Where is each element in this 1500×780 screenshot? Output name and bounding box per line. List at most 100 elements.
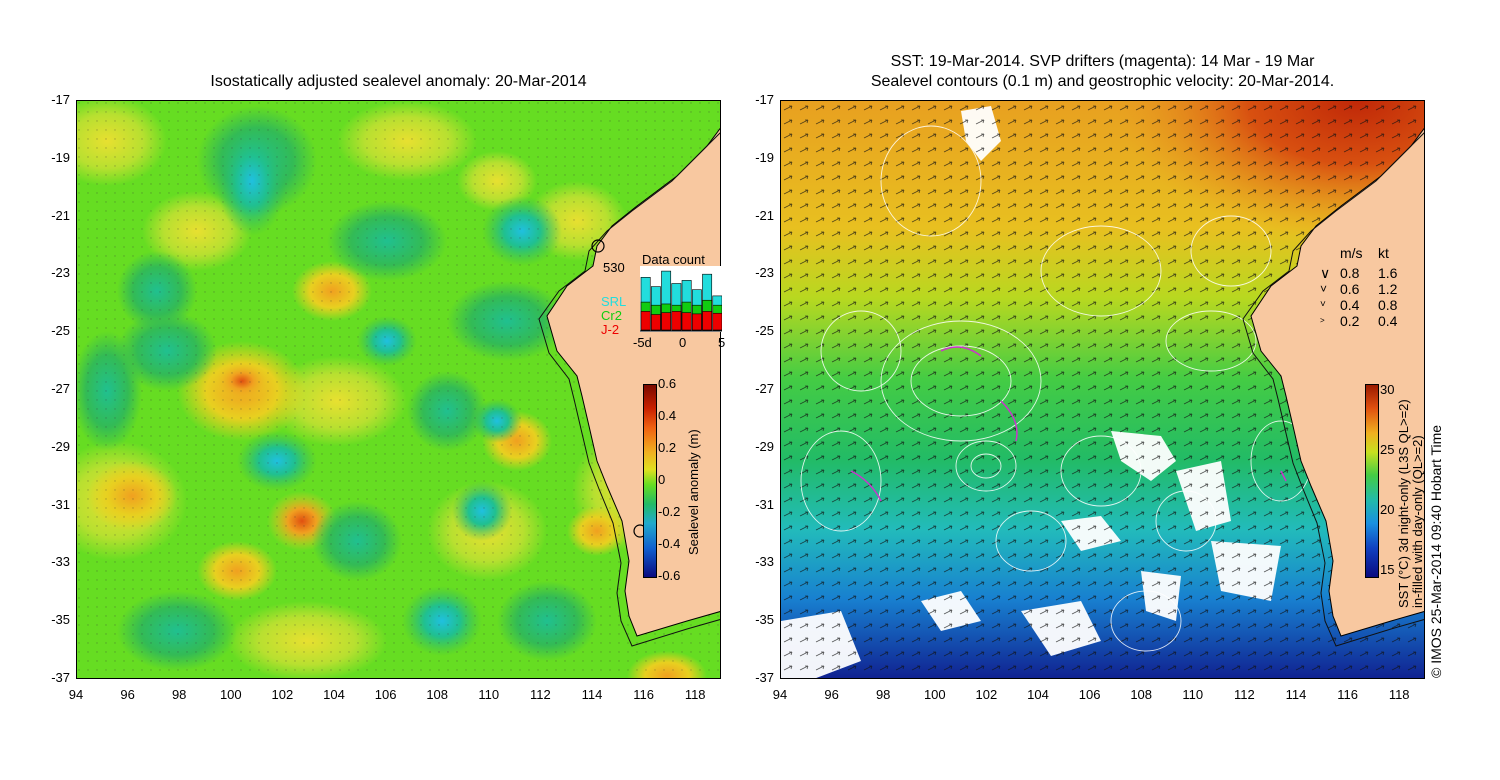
y-tick-label: -29	[755, 438, 774, 454]
y-tick-label: -37	[755, 670, 774, 685]
colorbar-tick: -0.6	[658, 568, 681, 583]
sealevel-anomaly-map	[76, 100, 721, 679]
y-tick-label: -27	[51, 381, 70, 396]
colorbar-tick: 0.6	[658, 376, 677, 391]
colorbar-tick: 30	[1380, 382, 1395, 397]
x-tick-label: 118	[684, 687, 706, 702]
colorbar-tick: 0	[658, 472, 666, 487]
speed-kt-value: 1.2	[1378, 281, 1398, 297]
data-count-bar-j2	[640, 311, 651, 331]
y-tick-label: -29	[51, 438, 70, 454]
data-count-x-tick: -5d	[633, 335, 652, 350]
x-tick-label: 112	[1234, 687, 1255, 702]
y-tick-label: -19	[755, 149, 774, 165]
x-tick-label: 110	[1182, 687, 1204, 702]
sst-field	[781, 101, 1424, 678]
y-tick-label: -25	[51, 323, 70, 339]
speed-arrow-icon: ˃	[1320, 316, 1325, 325]
data-count-max: 530	[603, 260, 625, 275]
data-count-bar-j2	[712, 312, 723, 331]
x-tick-label: 94	[772, 687, 788, 702]
x-tick-label: 108	[426, 687, 449, 702]
y-tick-label: -31	[755, 496, 774, 512]
y-tick-label: -33	[755, 554, 774, 570]
colorbar-tick: -0.2	[658, 504, 681, 519]
australia-land-sst	[1250, 127, 1424, 637]
data-count-title: Data count	[642, 252, 705, 267]
x-tick-label: 114	[581, 687, 603, 702]
colorbar-tick: -0.4	[658, 536, 681, 551]
colorbar-tick: 15	[1380, 562, 1395, 577]
y-tick-label: -31	[51, 496, 70, 512]
speed-kt-value: 0.8	[1378, 297, 1398, 313]
x-tick-label: 96	[120, 687, 135, 702]
colorbar-tick: 0.2	[658, 440, 677, 455]
colorbar-tick: 25	[1380, 442, 1395, 457]
x-tick-label: 114	[1285, 687, 1307, 702]
y-tick-label: -23	[51, 265, 70, 281]
data-count-legend-item: SRL	[601, 294, 627, 309]
x-tick-label: 104	[323, 687, 345, 702]
data-count-x-tick: 5	[718, 335, 726, 350]
x-tick-label: 106	[1078, 687, 1101, 702]
x-tick-label: 116	[633, 687, 654, 702]
speed-ms-value: 0.4	[1340, 297, 1360, 313]
right-panel-title-line1: SST: 19-Mar-2014. SVP drifters (magenta)…	[890, 53, 1315, 70]
y-tick-label: -27	[755, 381, 774, 396]
speed-legend-header-ms: m/s	[1340, 245, 1363, 261]
y-tick-label: -19	[51, 149, 70, 165]
sealevel-colorbar	[643, 384, 657, 578]
x-tick-label: 102	[975, 687, 998, 702]
speed-ms-value: 0.2	[1340, 313, 1360, 329]
speed-ms-value: 0.6	[1340, 281, 1360, 297]
sst-colorbar	[1365, 384, 1379, 578]
x-tick-label: 116	[1337, 687, 1358, 702]
data-count-bar-j2	[681, 312, 692, 331]
speed-arrow-icon: ˅	[1320, 282, 1328, 296]
y-tick-label: -23	[755, 265, 774, 281]
sealevel-colorbar-label: Sealevel anomaly (m)	[686, 429, 701, 555]
imos-credit: © IMOS 25-Mar-2014 09:40 Hobart Time	[1428, 424, 1444, 678]
x-tick-label: 98	[171, 687, 187, 702]
data-count-legend-item: Cr2	[601, 308, 622, 323]
y-tick-label: -21	[51, 207, 70, 223]
data-count-legend-item: J-2	[601, 322, 620, 337]
speed-arrow-icon: ˅	[1320, 299, 1326, 310]
right-panel-title-line2: Sealevel contours (0.1 m) and geostrophi…	[870, 73, 1335, 90]
x-tick-label: 110	[478, 687, 500, 702]
data-count-x-tick: 0	[679, 335, 687, 350]
speed-ms-value: 0.8	[1340, 265, 1360, 281]
x-tick-label: 118	[1388, 687, 1410, 702]
y-tick-label: -21	[755, 207, 774, 223]
x-tick-label: 100	[923, 687, 946, 702]
x-tick-label: 100	[219, 687, 242, 702]
australia-land	[546, 127, 720, 637]
sst-colorbar-label-line2: in-filled with day-only (QL>=2)	[1410, 435, 1425, 608]
left-panel-title: Isostatically adjusted sealevel anomaly:…	[210, 73, 587, 90]
sst-map	[780, 100, 1425, 679]
colorbar-tick: 0.4	[658, 408, 677, 423]
x-tick-label: 102	[271, 687, 294, 702]
x-tick-label: 94	[68, 687, 84, 702]
data-count-chart	[640, 266, 723, 332]
y-tick-label: -37	[51, 670, 70, 685]
x-tick-label: 112	[530, 687, 551, 702]
x-tick-label: 104	[1027, 687, 1049, 702]
y-tick-label: -35	[755, 612, 774, 628]
speed-kt-value: 1.6	[1378, 265, 1398, 281]
data-count-bar-j2	[650, 314, 661, 331]
sealevel-anomaly-field	[77, 101, 720, 678]
sst-colorbar-label-line1: SST (°C) 3d night-only (L3S QL>=2)	[1396, 399, 1411, 608]
speed-arrow-icon: ∨	[1320, 265, 1331, 281]
data-count-bar-j2	[661, 312, 672, 331]
colorbar-tick: 20	[1380, 502, 1395, 517]
x-tick-label: 108	[1130, 687, 1153, 702]
y-tick-label: -17	[755, 92, 774, 107]
y-tick-label: -25	[755, 323, 774, 339]
y-tick-label: -33	[51, 554, 70, 570]
y-tick-label: -17	[51, 92, 70, 107]
data-count-bar-j2	[702, 311, 713, 331]
x-tick-label: 96	[824, 687, 839, 702]
data-count-bar-j2	[671, 311, 682, 331]
y-tick-label: -35	[51, 612, 70, 628]
